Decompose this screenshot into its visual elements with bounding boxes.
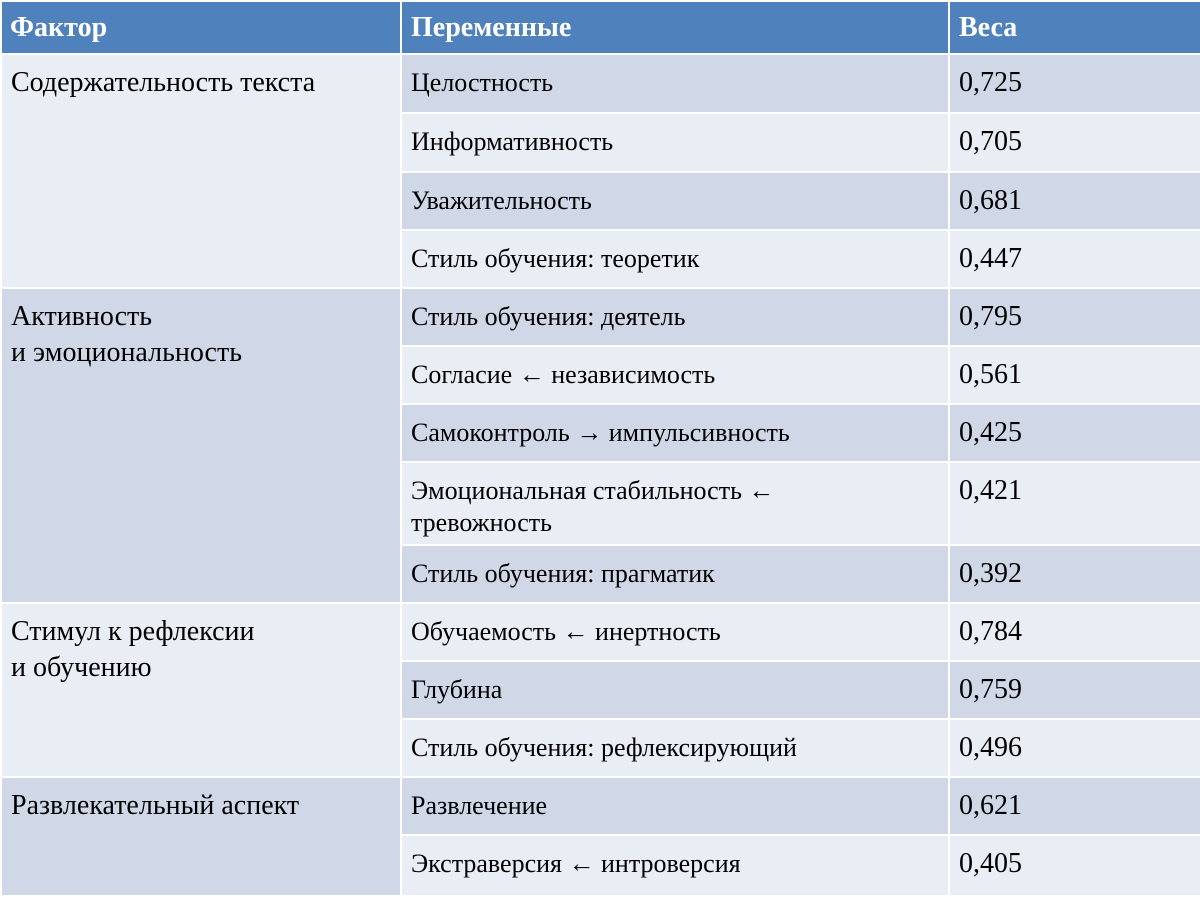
table-row: Самоконтроль → импульсивность 0,425: [1, 403, 1200, 463]
table-row: Стиль обучения: теоретик 0,447: [1, 229, 1200, 289]
variable-cell: Стиль обучения: прагматик: [400, 544, 950, 604]
table-row: Стиль обучения: рефлексирующий 0,496: [1, 718, 1200, 778]
factor-line: Активность: [11, 301, 153, 332]
weight-cell: 0,681: [948, 171, 1200, 231]
variable-cell: Развлечение: [400, 776, 950, 836]
weight-cell: 0,705: [948, 112, 1200, 173]
weight-cell: 0,621: [948, 776, 1200, 836]
table-row: Уважительность 0,681: [1, 171, 1200, 231]
table-row: Стиль обучения: прагматик 0,392: [1, 544, 1200, 604]
header-variables: Переменные: [400, 0, 950, 55]
variable-line: тревожность: [411, 508, 552, 537]
header-factor: Фактор: [0, 0, 402, 55]
factor-cell-activity: Активность и эмоциональность: [0, 287, 402, 604]
factor-line: и эмоциональность: [11, 337, 242, 368]
factor-line: и обучению: [11, 652, 152, 683]
variable-cell: Согласие ← независимость: [400, 345, 950, 405]
weight-cell: 0,496: [948, 718, 1200, 778]
table-row: Информативность 0,705: [1, 112, 1200, 173]
table-row: Согласие ← независимость 0,561: [1, 345, 1200, 405]
table-row: Стимул к рефлексии и обучению Обучаемость…: [0, 602, 1200, 778]
weight-cell: 0,447: [948, 229, 1200, 289]
weight-cell: 0,405: [948, 834, 1200, 897]
variable-cell: Стиль обучения: теоретик: [400, 229, 950, 289]
variable-cell: Обучаемость ← инертность: [400, 602, 950, 662]
weight-cell: 0,392: [948, 544, 1200, 604]
weight-cell: 0,795: [948, 287, 1200, 347]
variable-cell: Стиль обучения: деятель: [400, 287, 950, 347]
variable-cell: Информативность: [400, 112, 950, 173]
variable-cell: Уважительность: [400, 171, 950, 231]
factor-cell-entertainment: Развлекательный аспект: [0, 776, 402, 897]
table-row: Экстраверсия ← интроверсия 0,405: [1, 834, 1200, 897]
weight-cell: 0,725: [948, 53, 1200, 114]
table-row: Развлекательный аспект Развлечение 0,621: [0, 776, 1200, 897]
variable-cell: Глубина: [400, 660, 950, 720]
table-row: Активность и эмоциональность Стиль обучен…: [0, 287, 1200, 604]
table-row: Эмоциональная стабильность ← тревожность …: [1, 461, 1200, 546]
weight-cell: 0,759: [948, 660, 1200, 720]
variable-line: Эмоциональная стабильность ←: [411, 476, 775, 505]
variable-cell: Экстраверсия ← интроверсия: [400, 834, 950, 897]
weight-cell: 0,561: [948, 345, 1200, 405]
header-row: Фактор Переменные Веса: [0, 0, 1200, 55]
variable-cell: Целостность: [400, 53, 950, 114]
weight-cell: 0,421: [948, 461, 1200, 546]
table-row: Глубина 0,759: [1, 660, 1200, 720]
variable-cell: Стиль обучения: рефлексирующий: [400, 718, 950, 778]
header-weights: Веса: [948, 0, 1200, 55]
weight-cell: 0,425: [948, 403, 1200, 463]
table-row: Содержательность текста Целостность 0,72…: [0, 53, 1200, 289]
variable-cell: Эмоциональная стабильность ← тревожность: [400, 461, 950, 546]
factor-cell-stimulus: Стимул к рефлексии и обучению: [0, 602, 402, 778]
factor-cell-content: Содержательность текста: [0, 53, 402, 289]
factor-line: Стимул к рефлексии: [11, 616, 255, 647]
weight-cell: 0,784: [948, 602, 1200, 662]
variable-cell: Самоконтроль → импульсивность: [400, 403, 950, 463]
